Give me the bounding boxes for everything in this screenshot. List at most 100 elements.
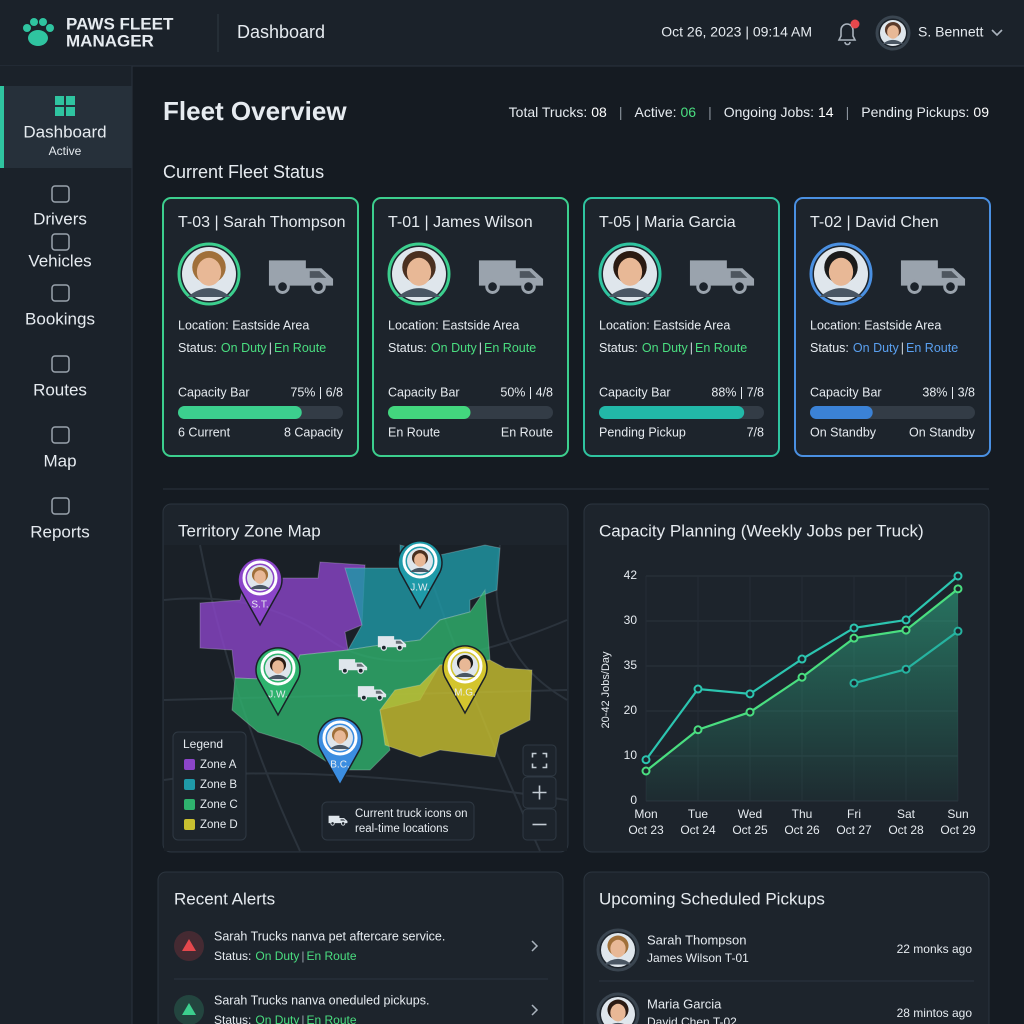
legend-title: Legend — [183, 737, 223, 751]
x-tick-label: Wed — [738, 807, 762, 821]
stat-value: 09 — [973, 104, 989, 120]
y-tick-label: 0 — [630, 793, 637, 807]
map-pin[interactable]: J.W. — [397, 540, 443, 610]
avatar-ring — [598, 242, 662, 306]
stat-label: Ongoing Jobs: — [724, 104, 814, 120]
series-point — [849, 623, 859, 633]
legend-label: Zone C — [200, 799, 238, 811]
pickup-item[interactable]: Maria Garcia David Chen T-02 28 mintos ago — [596, 992, 973, 1024]
nav-label: Map — [43, 451, 76, 470]
avatar-ring — [596, 928, 640, 972]
nav-icon — [51, 185, 70, 203]
pin-label: S.T. — [251, 600, 268, 611]
control-button — [522, 744, 557, 777]
overview-stats: Total Trucks: 08 | Active: 06 | Ongoing Jobs: 1… — [509, 104, 990, 120]
nav-item[interactable]: Drivers — [33, 185, 87, 228]
map-control[interactable] — [522, 776, 557, 809]
alert-item[interactable]: Sarah Trucks nanva oneduled pickups. Stat… — [174, 993, 539, 1024]
x-tick-date: Oct 23 — [628, 823, 664, 837]
avatar-ring — [447, 648, 483, 684]
nav-item[interactable]: Map — [43, 426, 77, 470]
datetime: Oct 26, 2023 | 09:14 AM — [661, 24, 812, 40]
nav-label: Routes — [33, 380, 87, 399]
y-axis-label: 20-42 Jobs/Day — [600, 651, 612, 729]
series-point — [849, 633, 859, 643]
avatar-ring — [875, 15, 911, 51]
nav-item[interactable]: Bookings — [25, 284, 95, 328]
avatar-ring — [242, 560, 278, 596]
status-value: On Duty — [255, 949, 299, 963]
stat-label: Total Trucks: — [509, 104, 588, 120]
capacity-bar — [178, 406, 302, 419]
status-separator: | — [269, 341, 272, 355]
card-content: T-05 | Maria Garcia Location: Eastside Ar… — [598, 214, 764, 439]
nav-icon — [55, 107, 64, 116]
legend-swatch — [184, 819, 195, 830]
series-point — [953, 584, 963, 594]
status-value: On Duty — [431, 341, 478, 355]
nav-icon — [51, 497, 70, 515]
map-control[interactable] — [522, 744, 557, 777]
status-value: On Duty — [853, 341, 900, 355]
pickup-item[interactable]: Sarah Thompson James Wilson T-01 22 monks … — [596, 928, 972, 972]
capacity-text: 75% | 6/8 — [290, 385, 343, 399]
nav-icon — [51, 426, 70, 444]
brand: PAWS FLEET — [66, 14, 174, 33]
status-separator: | — [301, 949, 304, 963]
status-value: On Duty — [255, 1013, 299, 1024]
user-menu[interactable]: S. Bennett — [875, 15, 1003, 51]
map: S.T. J.W. J.W. M.G. B.C. Legend Zone A Zone B Zo… — [163, 540, 568, 852]
stat-value: 06 — [681, 104, 697, 120]
nav-item[interactable]: Routes — [33, 355, 87, 399]
sidebar — [0, 66, 132, 1024]
card-status: Status: On Duty | En Route — [810, 341, 958, 355]
map-pin[interactable]: S.T. — [237, 557, 283, 627]
chevron — [531, 1004, 539, 1016]
route-value: En Route — [906, 341, 958, 355]
avatar-face — [887, 25, 899, 39]
overview-title: Fleet Overview — [163, 96, 347, 126]
y-tick-label: 30 — [624, 613, 638, 627]
route-value: En Route — [274, 341, 326, 355]
stat-label: Active: — [634, 104, 676, 120]
legend-swatch — [184, 799, 195, 810]
map-pin[interactable]: B.C. — [317, 717, 363, 787]
avatar-ring — [322, 720, 358, 756]
stats-separator: | — [708, 104, 712, 120]
card-status: Status: On Duty | En Route — [178, 341, 326, 355]
alert-item[interactable]: Sarah Trucks nanva pet aftercare service… — [174, 929, 539, 963]
x-tick-date: Oct 27 — [836, 823, 872, 837]
alert-status: Status: On Duty | En Route — [214, 1013, 357, 1024]
nav-icon — [51, 233, 70, 251]
status-value: On Duty — [221, 341, 268, 355]
nav-item[interactable]: Reports — [30, 497, 90, 541]
capacity-label: Capacity Bar — [599, 385, 671, 399]
avatar-ring — [809, 242, 873, 306]
alert-icon — [182, 1003, 196, 1015]
pin-label: B.C. — [330, 760, 349, 771]
x-tick-label: Fri — [847, 807, 861, 821]
nav-label: Dashboard — [23, 122, 106, 141]
pickup-time: 28 mintos ago — [897, 1006, 973, 1020]
nav-item[interactable]: Vehicles — [28, 233, 92, 270]
status-label: Status: — [599, 341, 638, 355]
nav-icon — [51, 355, 70, 373]
control-icon — [531, 752, 548, 769]
map-pin[interactable]: J.W. — [255, 647, 301, 717]
avatar-face — [254, 570, 266, 584]
nav-active-bar — [0, 86, 4, 168]
map-control[interactable] — [522, 808, 557, 841]
pickup-name: Sarah Thompson — [647, 932, 747, 947]
nav-item[interactable]: Dashboard Active — [0, 86, 132, 168]
card-left: Pending Pickup — [599, 425, 686, 439]
map-pin[interactable]: M.G. — [442, 645, 488, 715]
route-value: En Route — [307, 1013, 357, 1024]
card-left: 6 Current — [178, 425, 231, 439]
series-point — [745, 689, 755, 699]
legend-swatch — [184, 779, 195, 790]
notifications[interactable] — [837, 19, 860, 46]
note-text: Current truck icons on — [355, 808, 468, 820]
avatar-face — [459, 658, 471, 672]
avatar-body — [608, 288, 652, 297]
